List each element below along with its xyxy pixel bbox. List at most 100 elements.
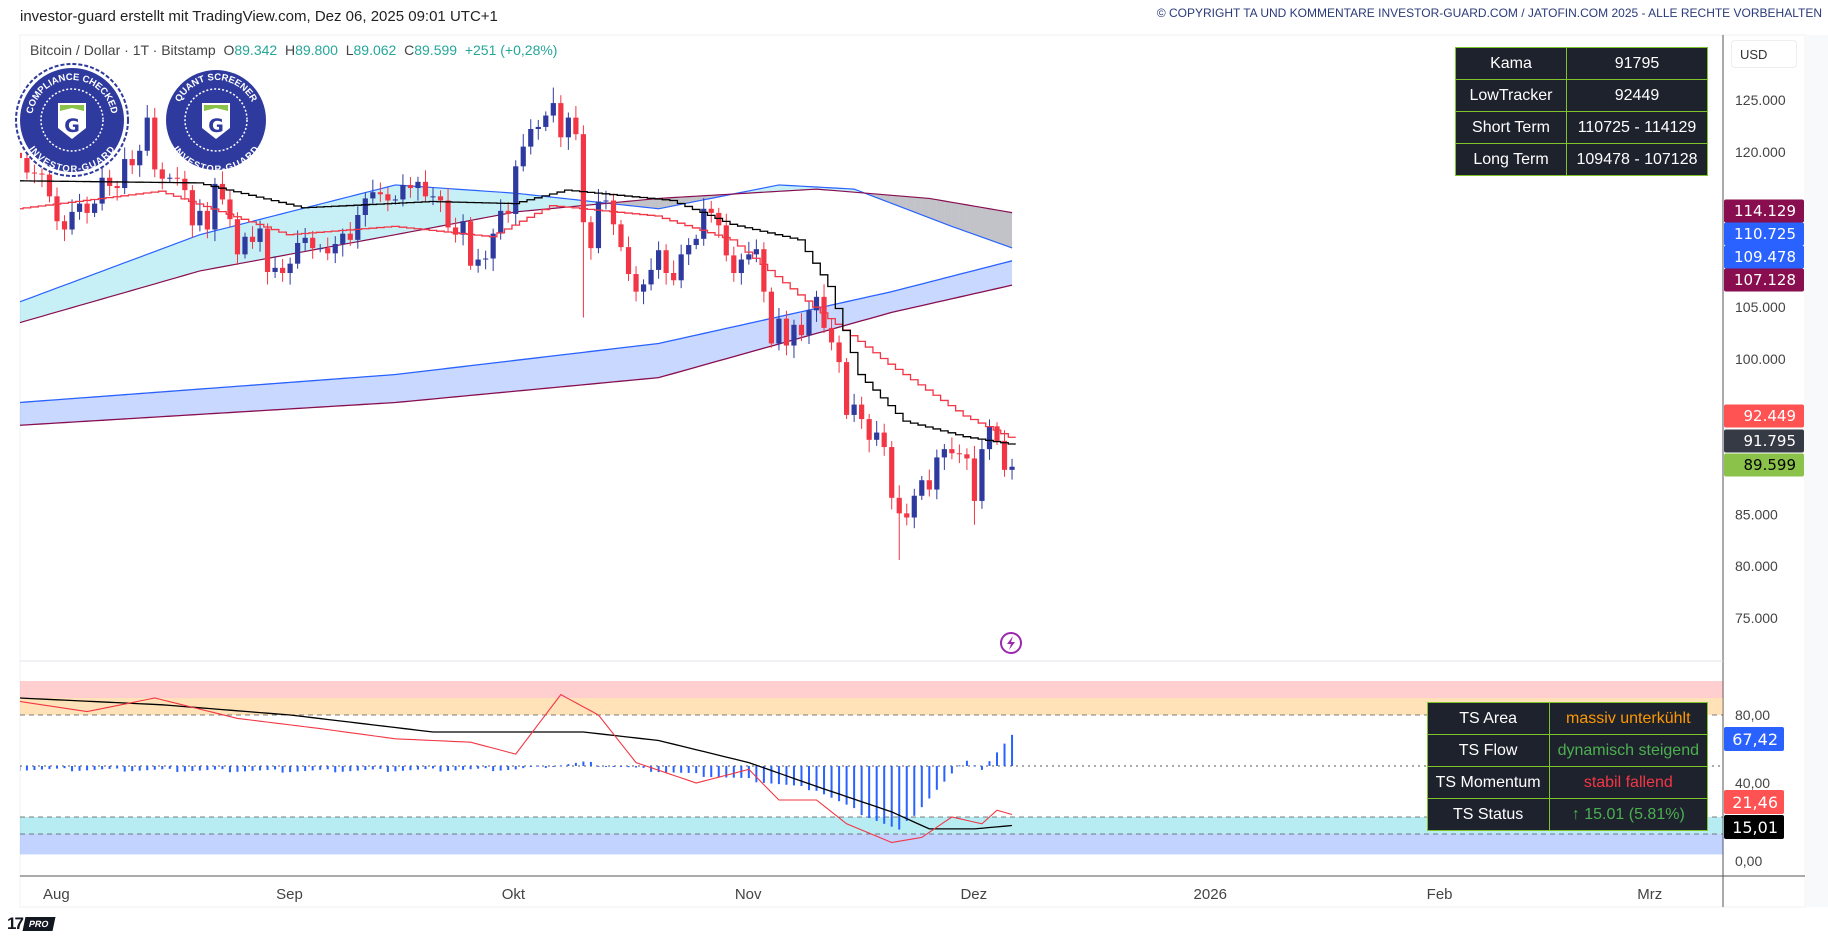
histogram-bar <box>48 766 51 770</box>
symbol-legend[interactable]: Bitcoin / Dollar · 1T · Bitstamp O89.342… <box>30 42 557 58</box>
histogram-bar <box>146 766 149 771</box>
candle-body <box>610 200 617 225</box>
indicator-tick-label: 0,00 <box>1735 853 1762 869</box>
currency-selector[interactable]: USD <box>1731 40 1797 68</box>
candle-body <box>295 242 301 264</box>
candle-body <box>362 198 368 215</box>
candle-body <box>640 284 647 292</box>
histogram-bar <box>394 766 397 772</box>
price-marker-label: 107.128 <box>1734 271 1796 289</box>
candle <box>332 236 338 264</box>
price-marker: 114.129 <box>1724 199 1804 223</box>
short-term-cloud-segment <box>41 290 50 317</box>
histogram-bar <box>800 766 803 787</box>
candle-body <box>678 254 684 281</box>
histogram-bar <box>101 766 104 770</box>
histogram-bar <box>808 766 810 791</box>
candle-body <box>498 210 504 234</box>
histogram-bar <box>213 766 216 770</box>
indicator-tick-label: 40,00 <box>1735 775 1770 791</box>
open-label: O <box>223 42 235 58</box>
short-term-cloud-segment <box>651 198 659 209</box>
table-row: Short Term 110725 - 114129 <box>1455 111 1708 144</box>
short-term-cloud-segment <box>643 199 652 208</box>
candle <box>385 187 391 212</box>
candle <box>588 216 594 260</box>
short-term-cloud-segment <box>478 190 486 220</box>
badge-letter: G <box>208 115 224 137</box>
histogram-bar <box>567 764 570 766</box>
candle <box>678 244 684 289</box>
histogram-bar <box>935 766 938 790</box>
short-term-cloud-segment <box>906 196 915 213</box>
indicator-zone <box>20 681 1723 698</box>
short-term-cloud-segment <box>342 196 351 245</box>
short-term-cloud-segment <box>523 194 531 212</box>
histogram-bar <box>123 766 126 772</box>
candle-body <box>738 259 744 274</box>
short-term-cloud-segment <box>64 282 73 310</box>
histogram-bar <box>529 766 532 767</box>
price-axis[interactable]: 125.000 120.000 105.000 100.000 85.000 80.000… <box>1724 92 1804 626</box>
candle-body <box>159 169 165 179</box>
close-label: C <box>404 42 415 58</box>
candle-body <box>859 404 865 420</box>
candle-body <box>806 310 812 336</box>
candle-body <box>791 324 797 346</box>
histogram-bar <box>913 766 916 816</box>
candle <box>761 242 767 303</box>
candle-body <box>31 172 38 174</box>
short-term-cloud <box>20 184 1013 324</box>
short-term-cloud-segment <box>801 186 809 190</box>
indicator-histogram <box>20 734 1014 830</box>
candle <box>701 198 707 246</box>
row-label: LowTracker <box>1455 79 1567 112</box>
candle <box>61 215 68 242</box>
short-term-cloud-segment <box>530 194 539 211</box>
time-axis[interactable]: Aug Sep Okt Nov Dez 2026 Feb Mrz <box>43 886 1662 903</box>
price-marker: 92.449 <box>1724 404 1804 428</box>
histogram-bar <box>364 766 367 771</box>
histogram-bar <box>965 760 968 766</box>
candle-body <box>798 324 805 336</box>
low-value: 89.062 <box>353 42 397 58</box>
candle-body <box>520 146 526 167</box>
indicator-axis[interactable]: 80,00 40,00 0,00 67,42 21,46 15,01 <box>1724 707 1784 869</box>
candle-body <box>483 258 489 260</box>
candle <box>302 228 308 251</box>
candle-body <box>137 150 143 166</box>
tradingview-logo[interactable]: 17 PRO <box>7 914 55 934</box>
candle <box>227 189 233 228</box>
candle <box>152 107 158 178</box>
candle-body <box>625 247 632 275</box>
histogram-bar <box>823 766 826 795</box>
table-row: TS Status ↑ 15.01 (5.81%) <box>1426 798 1709 831</box>
indicator-marker-box <box>1724 815 1784 839</box>
histogram-bar <box>296 766 299 772</box>
candle-body <box>844 362 850 415</box>
histogram-bar <box>349 766 352 772</box>
histogram-bar <box>514 766 517 770</box>
candle <box>798 313 805 342</box>
short-term-cloud-segment <box>463 189 471 222</box>
histogram-bar <box>898 766 901 830</box>
candle-body <box>20 152 22 159</box>
price-marker-label: 114.129 <box>1734 202 1796 220</box>
candle-body <box>234 219 241 255</box>
candle-body <box>347 233 353 240</box>
histogram-bar <box>477 766 480 769</box>
short-term-cloud-segment <box>681 196 689 205</box>
lightning-icon[interactable] <box>1000 632 1022 654</box>
time-tick-label: Feb <box>1427 886 1453 903</box>
candle-body <box>1001 440 1008 470</box>
time-tick-label: Okt <box>502 886 526 903</box>
price-marker: 91.795 <box>1724 429 1804 453</box>
candle <box>633 266 639 302</box>
candle-body <box>656 250 662 270</box>
short-term-cloud-segment <box>485 191 494 218</box>
histogram-bar <box>635 766 638 768</box>
change-value: +251 (+0,28%) <box>464 42 558 58</box>
histogram-bar <box>883 766 886 824</box>
candle <box>964 448 970 471</box>
candle-body <box>663 250 669 274</box>
